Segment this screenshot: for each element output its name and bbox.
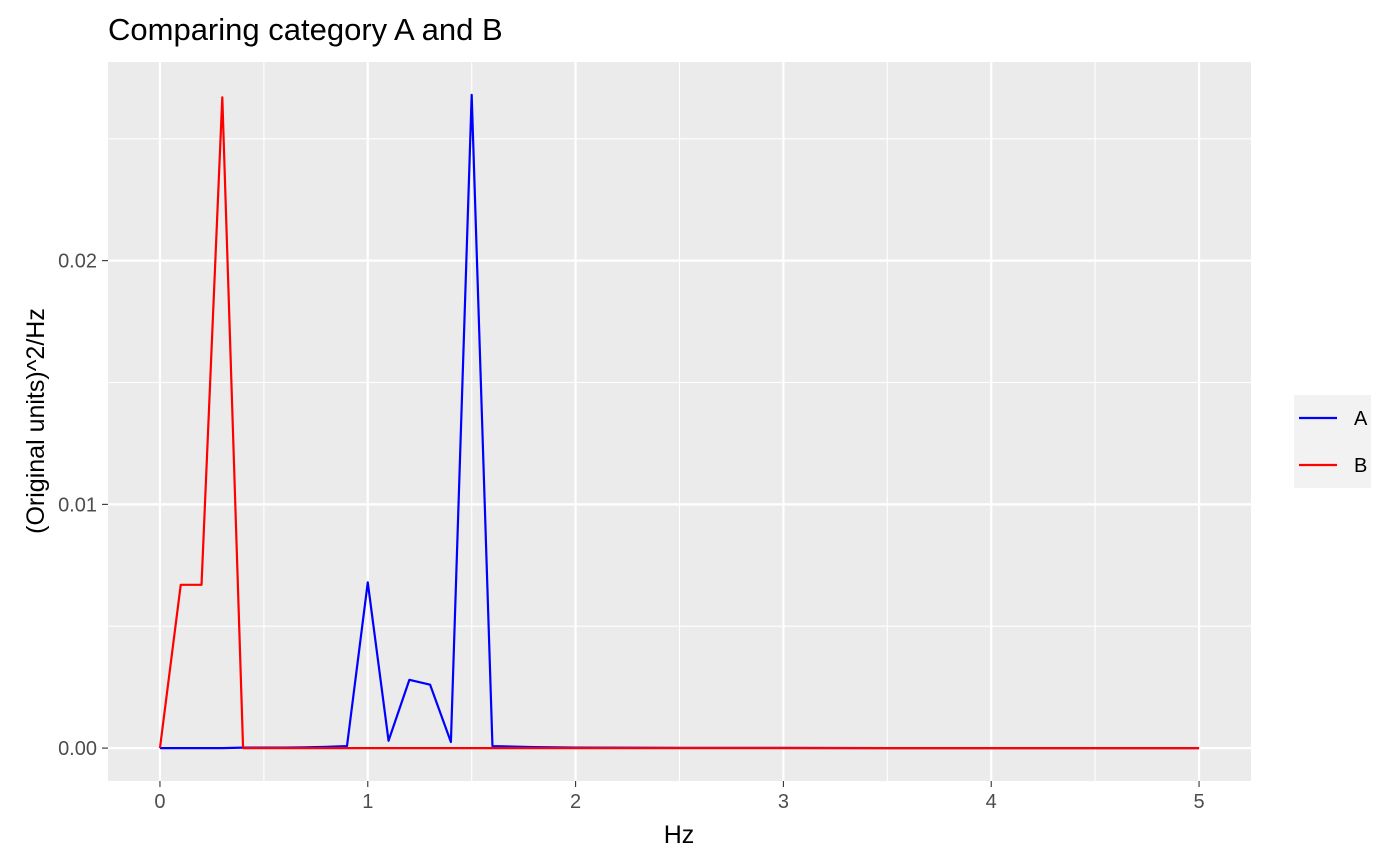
y-tick-label: 0.02 (58, 251, 97, 273)
legend-label-B: B (1354, 455, 1367, 477)
legend-background (1294, 395, 1371, 488)
x-tick-label: 3 (778, 791, 789, 813)
x-tick-label: 4 (986, 791, 997, 813)
x-tick-label: 5 (1193, 791, 1204, 813)
y-tick-label: 0.01 (58, 494, 97, 516)
x-axis-title: Hz (664, 821, 695, 849)
y-axis-title: (Original units)^2/Hz (22, 308, 50, 534)
x-tick-label: 1 (362, 791, 373, 813)
legend: AB (1294, 395, 1371, 488)
y-tick-label: 0.00 (58, 738, 97, 760)
legend-label-A: A (1354, 408, 1368, 430)
series-lines (158, 93, 1200, 750)
minor-gridlines (108, 62, 1251, 781)
y-axis: 0.00 0.01 0.02 (58, 251, 108, 760)
x-tick-label: 0 (154, 791, 165, 813)
x-tick-label: 2 (570, 791, 581, 813)
chart-title: Comparing category A and B (108, 12, 503, 47)
series-line-B (158, 96, 1200, 750)
x-axis: 0 1 2 3 4 5 (154, 781, 1205, 813)
